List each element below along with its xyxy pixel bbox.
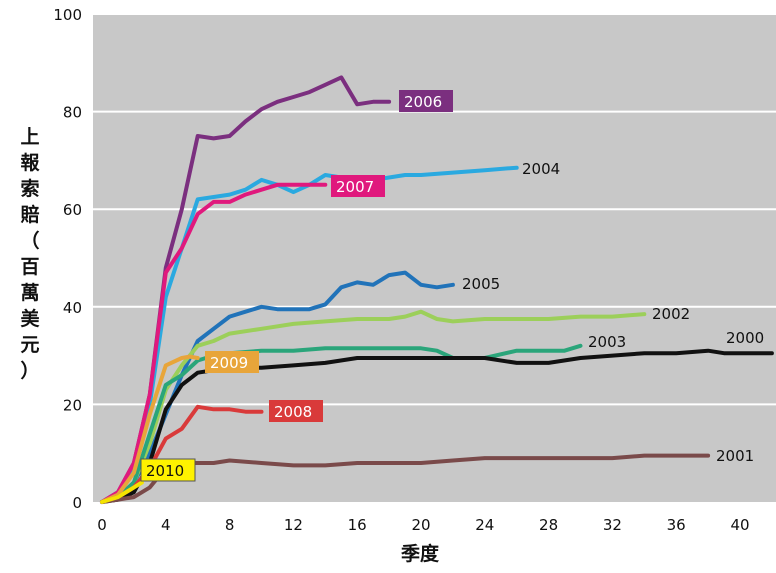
y-axis-title-char: 報	[20, 151, 40, 174]
series-label-box	[399, 90, 453, 112]
series-line-2000	[100, 348, 774, 504]
series-label-2007: 2007	[331, 175, 385, 197]
series-line-2003	[100, 343, 583, 504]
series-labels: 2006 2004 2007 2005 2002 2003 2000 2009 2008 2001…	[140, 90, 764, 482]
series-line-2009	[100, 354, 200, 504]
series-label-2009: 2009	[205, 351, 259, 373]
x-tick-label: 16	[348, 516, 367, 534]
y-axis-ticks: 0 20 40 60 80 100	[53, 6, 82, 512]
x-tick-label: 40	[730, 516, 749, 534]
x-tick-label: 32	[603, 516, 622, 534]
series-label-text: 2010	[146, 462, 184, 480]
series-label-2002: 2002	[652, 305, 690, 323]
series-line-2004	[100, 165, 519, 504]
y-axis-title-char: 索	[20, 177, 39, 200]
y-axis-title-char: ）	[20, 359, 39, 382]
y-tick-label: 60	[63, 201, 82, 219]
series-line-2010	[100, 480, 144, 504]
series-label-box	[331, 175, 385, 197]
series-label-2003: 2003	[588, 333, 626, 351]
series-label-2008: 2008	[269, 400, 323, 422]
y-tick-label: 0	[72, 494, 82, 512]
series-label-box	[269, 400, 323, 422]
series-label-box	[205, 351, 259, 373]
series-label-text: 2001	[716, 447, 754, 465]
x-tick-label: 24	[475, 516, 494, 534]
series-label-text: 2004	[522, 160, 560, 178]
series-label-2001: 2001	[716, 447, 754, 465]
y-axis-title-char: 美	[20, 307, 40, 330]
y-axis-title-char: 百	[20, 256, 39, 278]
y-axis-title-char: 萬	[20, 282, 39, 304]
y-tick-label: 40	[63, 299, 82, 317]
y-tick-label: 80	[63, 104, 82, 122]
series-label-box	[140, 458, 196, 482]
series-label-text: 2005	[462, 275, 500, 293]
series-lines	[100, 75, 774, 504]
series-label-2004: 2004	[522, 160, 560, 178]
series-line-2007	[100, 182, 328, 504]
y-axis-title-char: 賠	[20, 203, 39, 226]
series-label-2010: 2010	[140, 458, 196, 482]
series-label-2005: 2005	[462, 275, 500, 293]
series-label-text: 2002	[652, 305, 690, 323]
series-label-2000: 2000	[726, 329, 764, 347]
x-tick-label: 36	[667, 516, 686, 534]
y-tick-label: 100	[53, 6, 82, 24]
x-axis-title: 季度	[401, 542, 440, 565]
x-tick-label: 20	[411, 516, 430, 534]
y-axis-title-char: （	[20, 229, 39, 252]
series-label-text: 2009	[210, 354, 248, 372]
series-label-text: 2008	[274, 403, 312, 421]
y-axis-title-char: 元	[20, 334, 39, 356]
x-tick-label: 12	[284, 516, 303, 534]
series-label-2006: 2006	[399, 90, 453, 112]
x-tick-label: 0	[97, 516, 107, 534]
x-tick-label: 4	[161, 516, 171, 534]
x-tick-label: 28	[539, 516, 558, 534]
series-label-text: 2003	[588, 333, 626, 351]
series-label-text: 2007	[336, 178, 374, 196]
plot-background	[93, 14, 776, 502]
x-axis-ticks: 0 4 8 12 16 20 24 28 32 36 40	[97, 516, 749, 534]
series-label-text: 2006	[404, 93, 442, 111]
y-tick-label: 20	[63, 396, 82, 414]
y-axis-title-char: 上	[20, 126, 39, 148]
series-label-text: 2000	[726, 329, 764, 347]
x-tick-label: 8	[225, 516, 235, 534]
